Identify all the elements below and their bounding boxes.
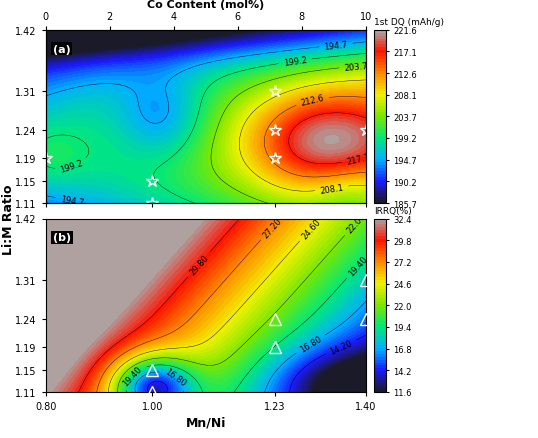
Text: 199.2: 199.2 (59, 159, 84, 175)
Text: 217.1: 217.1 (346, 152, 371, 167)
Text: 27.20: 27.20 (261, 216, 283, 240)
Text: (a): (a) (53, 45, 70, 54)
Text: 24.60: 24.60 (300, 217, 322, 240)
Text: (b): (b) (53, 233, 71, 243)
X-axis label: Mn/Ni: Mn/Ni (186, 415, 226, 428)
Text: 16.80: 16.80 (163, 366, 188, 388)
Text: Li:M Ratio: Li:M Ratio (2, 184, 15, 254)
Text: 22.00: 22.00 (345, 211, 367, 235)
Text: 14.20: 14.20 (329, 338, 354, 356)
Text: 194.7: 194.7 (323, 40, 348, 52)
Text: IRRQ(%): IRRQ(%) (374, 206, 412, 215)
Text: 29.80: 29.80 (188, 253, 210, 276)
Text: 19.40: 19.40 (121, 364, 144, 387)
Text: 194.7: 194.7 (60, 194, 85, 207)
Text: 208.1: 208.1 (319, 183, 344, 195)
Text: 212.6: 212.6 (300, 94, 325, 108)
Text: 1st DQ (mAh/g): 1st DQ (mAh/g) (374, 18, 444, 27)
X-axis label: Co Content (mol%): Co Content (mol%) (147, 0, 264, 10)
Text: 203.7: 203.7 (344, 62, 369, 73)
Text: 16.80: 16.80 (298, 334, 323, 354)
Text: 19.40: 19.40 (347, 254, 369, 278)
Text: 199.2: 199.2 (283, 56, 308, 68)
